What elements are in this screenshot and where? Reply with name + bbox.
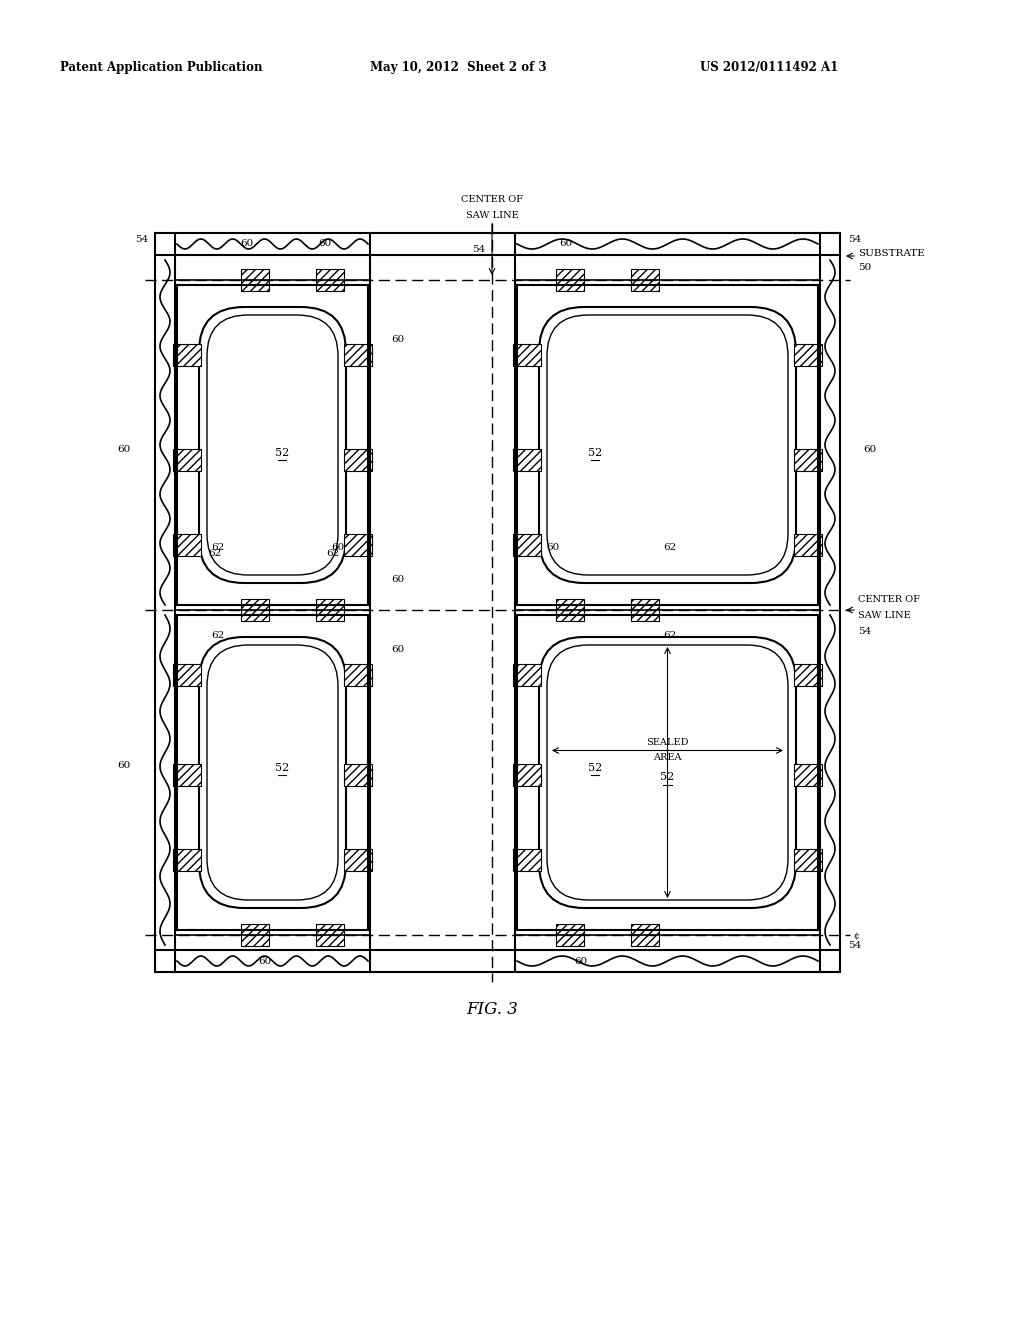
Text: SUBSTRATE: SUBSTRATE [858,248,925,257]
Bar [173,449,201,471]
Text: 50: 50 [858,264,871,272]
Text: ¢: ¢ [853,932,859,940]
Bar [794,345,822,366]
Text: 60: 60 [332,543,345,552]
Bar [794,849,822,871]
Bar [794,449,822,471]
Bar [173,664,201,686]
Text: 60: 60 [391,645,404,655]
Text: CENTER OF: CENTER OF [461,195,523,205]
Text: 62: 62 [211,543,224,552]
Text: CENTER OF: CENTER OF [858,595,920,605]
Text: 52: 52 [588,763,602,774]
Text: 60: 60 [574,957,588,965]
Text: AREA: AREA [653,752,682,762]
Text: 60: 60 [318,239,332,248]
Bar [344,345,372,366]
Bar [344,535,372,556]
Bar [344,849,372,871]
Bar [631,269,659,290]
Bar [316,269,344,290]
Bar [513,535,541,556]
Bar [513,764,541,785]
Bar [344,449,372,471]
Text: 54: 54 [472,244,485,253]
Text: SEALED: SEALED [646,738,689,747]
Text: 60: 60 [241,239,254,248]
Bar [556,269,584,290]
Text: 60: 60 [117,446,130,454]
Text: FIG. 3: FIG. 3 [466,1002,518,1019]
Text: 54: 54 [848,941,861,950]
Text: 60: 60 [559,239,572,248]
Text: US 2012/0111492 A1: US 2012/0111492 A1 [700,62,839,74]
Bar [241,269,269,290]
Bar [173,849,201,871]
Bar [173,535,201,556]
Text: SAW LINE: SAW LINE [466,210,518,219]
Bar [513,664,541,686]
Bar [556,599,584,620]
Text: SAW LINE: SAW LINE [858,610,910,619]
Bar [344,764,372,785]
Text: 62: 62 [211,631,224,639]
Text: 54: 54 [135,235,148,244]
Bar [173,345,201,366]
Bar [513,345,541,366]
Text: 62: 62 [327,549,340,557]
Text: 52: 52 [588,447,602,458]
Text: 60: 60 [258,957,271,965]
Bar [631,924,659,946]
Text: 52: 52 [660,772,675,783]
Bar [631,599,659,620]
Text: 60: 60 [547,543,560,552]
Bar [794,535,822,556]
Text: 54: 54 [858,627,871,636]
Text: 60: 60 [863,446,877,454]
Text: 60: 60 [391,576,404,585]
Bar [513,849,541,871]
Text: 62: 62 [664,631,677,639]
Text: May 10, 2012  Sheet 2 of 3: May 10, 2012 Sheet 2 of 3 [370,62,547,74]
Bar [241,599,269,620]
Text: 54: 54 [848,235,861,244]
Bar [173,764,201,785]
Text: 60: 60 [391,335,404,345]
Text: Patent Application Publication: Patent Application Publication [60,62,262,74]
Bar [241,924,269,946]
Bar [794,764,822,785]
Bar [316,599,344,620]
Text: 60: 60 [117,760,130,770]
Bar [556,924,584,946]
Bar [513,449,541,471]
Text: 52: 52 [274,447,289,458]
Text: 62: 62 [208,549,221,557]
Text: 52: 52 [274,763,289,774]
Text: 62: 62 [664,543,677,552]
Bar [344,664,372,686]
Bar [794,664,822,686]
Bar [316,924,344,946]
